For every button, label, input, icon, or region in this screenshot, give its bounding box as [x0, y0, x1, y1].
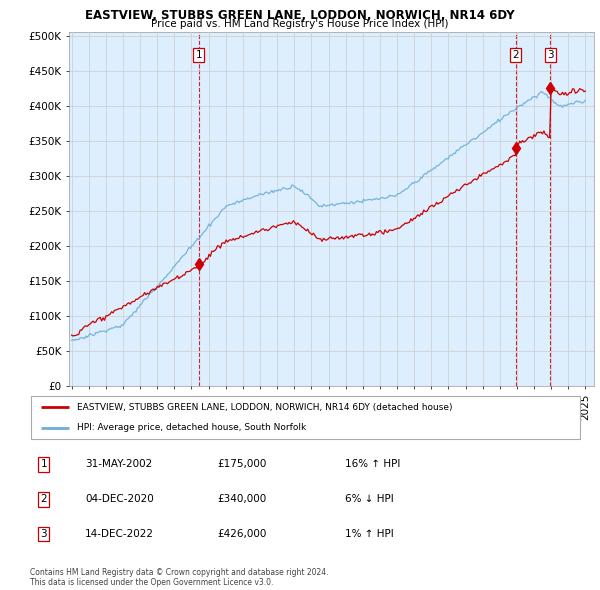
FancyBboxPatch shape [31, 396, 580, 439]
Text: 16% ↑ HPI: 16% ↑ HPI [344, 460, 400, 469]
Text: £426,000: £426,000 [218, 529, 267, 539]
Text: HPI: Average price, detached house, South Norfolk: HPI: Average price, detached house, Sout… [77, 423, 306, 432]
Text: EASTVIEW, STUBBS GREEN LANE, LODDON, NORWICH, NR14 6DY (detached house): EASTVIEW, STUBBS GREEN LANE, LODDON, NOR… [77, 403, 452, 412]
Text: 1% ↑ HPI: 1% ↑ HPI [344, 529, 394, 539]
Text: 31-MAY-2002: 31-MAY-2002 [85, 460, 152, 469]
Text: £340,000: £340,000 [218, 494, 267, 504]
Text: 14-DEC-2022: 14-DEC-2022 [85, 529, 154, 539]
Text: 2: 2 [512, 50, 519, 60]
Text: 04-DEC-2020: 04-DEC-2020 [85, 494, 154, 504]
Text: 2: 2 [40, 494, 47, 504]
Text: 3: 3 [547, 50, 554, 60]
Text: Contains HM Land Registry data © Crown copyright and database right 2024.
This d: Contains HM Land Registry data © Crown c… [30, 568, 329, 587]
Text: EASTVIEW, STUBBS GREEN LANE, LODDON, NORWICH, NR14 6DY: EASTVIEW, STUBBS GREEN LANE, LODDON, NOR… [85, 9, 515, 22]
Text: 3: 3 [40, 529, 47, 539]
Text: 1: 1 [40, 460, 47, 469]
Text: 6% ↓ HPI: 6% ↓ HPI [344, 494, 394, 504]
Text: Price paid vs. HM Land Registry's House Price Index (HPI): Price paid vs. HM Land Registry's House … [151, 19, 449, 29]
Text: £175,000: £175,000 [218, 460, 267, 469]
Text: 1: 1 [196, 50, 202, 60]
